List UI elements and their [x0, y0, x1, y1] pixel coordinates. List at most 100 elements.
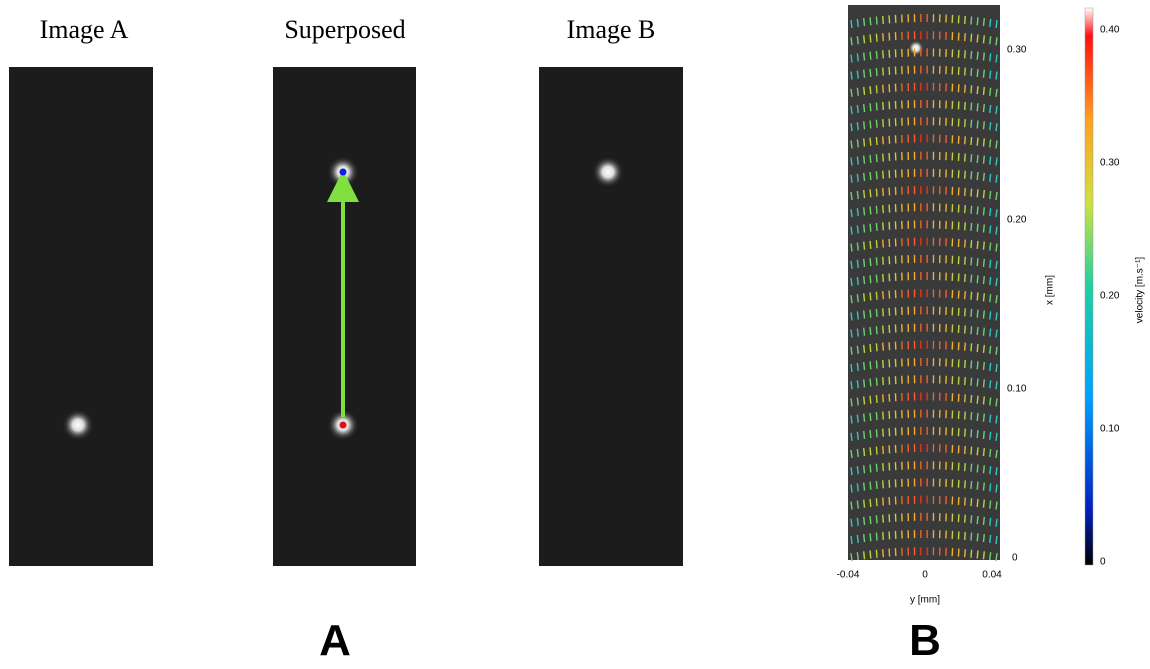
velocity-vector [995, 312, 998, 321]
velocity-vector [982, 379, 986, 388]
colorbar-label: velocity [m.s⁻¹] [1135, 257, 1146, 324]
start-point [339, 421, 347, 429]
velocity-vector [875, 394, 878, 404]
velocity-vector [982, 499, 986, 508]
velocity-vector [970, 188, 973, 197]
velocity-vector [869, 309, 872, 318]
velocity-vector [989, 139, 992, 148]
velocity-vector [995, 329, 998, 338]
velocity-vector [963, 170, 966, 179]
velocity-vector [989, 311, 992, 320]
velocity-vector [976, 172, 979, 181]
velocity-vector [862, 362, 866, 371]
velocity-vector [875, 308, 878, 318]
velocity-vector [862, 379, 866, 388]
velocity-vector [963, 291, 966, 300]
velocity-vector [963, 205, 966, 214]
velocity-vector [963, 497, 966, 506]
velocity-vector [869, 17, 872, 26]
velocity-vector [882, 256, 885, 265]
velocity-vector [989, 70, 992, 79]
velocity-vector [869, 223, 872, 232]
velocity-vector [850, 312, 853, 321]
velocity-vector [850, 260, 853, 269]
colorbar-tick-label: 0.30 [1100, 158, 1120, 169]
velocity-vector [995, 88, 998, 97]
velocity-vector [850, 191, 853, 201]
velocity-vector [982, 534, 986, 543]
velocity-vector [869, 103, 872, 112]
velocity-vector [862, 207, 866, 216]
velocity-vector [995, 71, 998, 80]
velocity-vector [882, 411, 885, 420]
velocity-vector [882, 136, 885, 145]
velocity-vector [995, 535, 998, 545]
velocity-vector [869, 412, 872, 421]
velocity-vector [869, 292, 872, 301]
velocity-vector [970, 16, 973, 25]
velocity-vector [970, 291, 973, 300]
velocity-vector [862, 258, 866, 267]
particle [592, 156, 624, 188]
velocity-vector [982, 138, 986, 147]
velocity-vector [989, 104, 992, 114]
velocity-vector [862, 172, 866, 181]
velocity-vector [970, 136, 973, 146]
velocity-vector [875, 205, 878, 214]
velocity-vector [976, 361, 979, 370]
velocity-vector [976, 258, 979, 267]
velocity-vector [963, 67, 966, 76]
velocity-vector [989, 18, 992, 28]
velocity-vector [970, 222, 973, 232]
velocity-vector [856, 242, 859, 251]
velocity-vector [976, 206, 979, 215]
velocity-vector [869, 550, 872, 559]
velocity-vector [856, 517, 859, 526]
velocity-vector [862, 138, 866, 147]
velocity-vector [976, 103, 979, 112]
velocity-vector [882, 101, 885, 110]
velocity-vector [869, 154, 872, 163]
velocity-vector [976, 17, 979, 26]
velocity-vector [970, 549, 973, 558]
velocity-vector [862, 396, 866, 405]
velocity-vector [850, 105, 853, 115]
velocity-vector [882, 377, 885, 386]
velocity-vector [989, 328, 992, 337]
velocity-vector [976, 154, 979, 163]
velocity-vector [875, 343, 878, 352]
velocity-vector [850, 449, 853, 459]
velocity-vector [982, 396, 986, 405]
velocity-vector [976, 430, 979, 439]
velocity-vector [882, 463, 885, 472]
velocity-vector [875, 171, 878, 180]
velocity-vector [862, 276, 866, 285]
velocity-vector [995, 19, 998, 29]
velocity-vector [869, 378, 872, 387]
velocity-vector [982, 155, 986, 164]
velocity-vector [850, 88, 853, 97]
velocity-vector [850, 346, 853, 355]
panel-label: A [319, 616, 351, 665]
velocity-vector [963, 514, 966, 523]
end-point [339, 168, 347, 176]
velocity-vector [982, 190, 986, 199]
velocity-vector [856, 53, 859, 62]
velocity-vector [875, 119, 878, 128]
velocity-vector [875, 463, 878, 472]
velocity-vector [989, 242, 992, 251]
velocity-vector [875, 50, 878, 60]
x-tick-label: 0.04 [982, 570, 1002, 581]
y-axis-label: x [mm] [1045, 275, 1056, 305]
velocity-vector [869, 533, 872, 542]
velocity-vector [850, 123, 853, 132]
velocity-vector [989, 500, 992, 509]
velocity-vector [970, 171, 973, 180]
velocity-vector [856, 122, 859, 131]
velocity-vector [862, 241, 866, 250]
velocity-vector [976, 189, 979, 198]
velocity-vector [989, 552, 992, 561]
velocity-vector [989, 397, 992, 406]
velocity-vector [963, 187, 966, 196]
velocity-vector [989, 517, 992, 526]
